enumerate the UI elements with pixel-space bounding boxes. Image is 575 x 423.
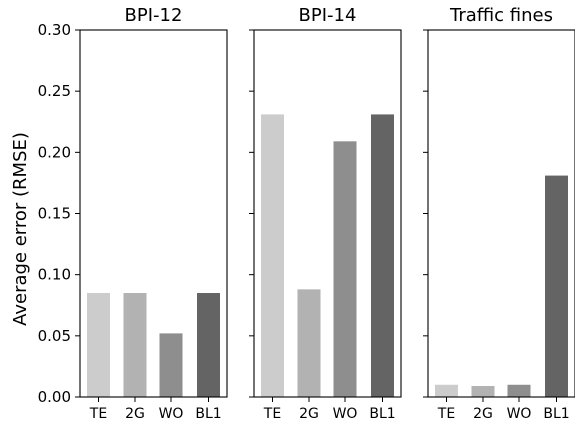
x-tick-label-wo: WO (159, 406, 184, 422)
x-tick-label-2g: 2G (473, 406, 493, 422)
panel-bpi-14: BPI-14 TE 2G WO BL1 (249, 5, 402, 422)
x-tick-label-2g: 2G (125, 406, 145, 422)
panel-bpi-12: BPI-12 0.00 0.05 0.10 0.15 0.20 0.25 0.30 TE 2G WO… (38, 5, 228, 422)
y-tick-label: 0.25 (38, 82, 71, 100)
bar-wo (507, 384, 531, 397)
bar-2g (297, 289, 321, 397)
bar-wo (159, 333, 183, 397)
bar-wo (333, 141, 357, 397)
bar-bl1 (545, 175, 568, 397)
panel-traffic-fines: Traffic fines TE 2G WO BL1 (423, 5, 575, 422)
x-tick-label-te: TE (263, 406, 281, 422)
x-tick-label-bl1: BL1 (369, 406, 395, 422)
y-tick-label: 0.20 (38, 143, 71, 161)
panel-title: BPI-14 (299, 5, 357, 26)
y-axis-label: Average error (RMSE) (10, 132, 31, 326)
panel-title: Traffic fines (449, 5, 553, 26)
bar-bl1 (197, 293, 220, 397)
y-tick-label: 0.05 (38, 327, 71, 345)
x-tick-label-te: TE (89, 406, 107, 422)
y-tick-label: 0.00 (38, 388, 71, 406)
x-tick-label-2g: 2G (299, 406, 319, 422)
x-tick-label-te: TE (437, 406, 455, 422)
bar-2g (123, 293, 147, 397)
panel-title: BPI-12 (125, 5, 183, 26)
bar-te (435, 384, 458, 397)
bar-2g (471, 385, 495, 397)
x-tick-label-bl1: BL1 (195, 406, 221, 422)
x-tick-label-wo: WO (507, 406, 532, 422)
bar-te (261, 114, 284, 397)
y-tick-label: 0.10 (38, 266, 71, 284)
y-tick-label: 0.30 (38, 21, 71, 39)
bar-bl1 (371, 114, 394, 397)
y-tick-label: 0.15 (38, 205, 71, 223)
bar-te (87, 293, 110, 397)
panels: BPI-12 0.00 0.05 0.10 0.15 0.20 0.25 0.30 TE 2G WO… (38, 5, 575, 422)
x-tick-label-wo: WO (333, 406, 358, 422)
x-tick-label-bl1: BL1 (543, 406, 569, 422)
